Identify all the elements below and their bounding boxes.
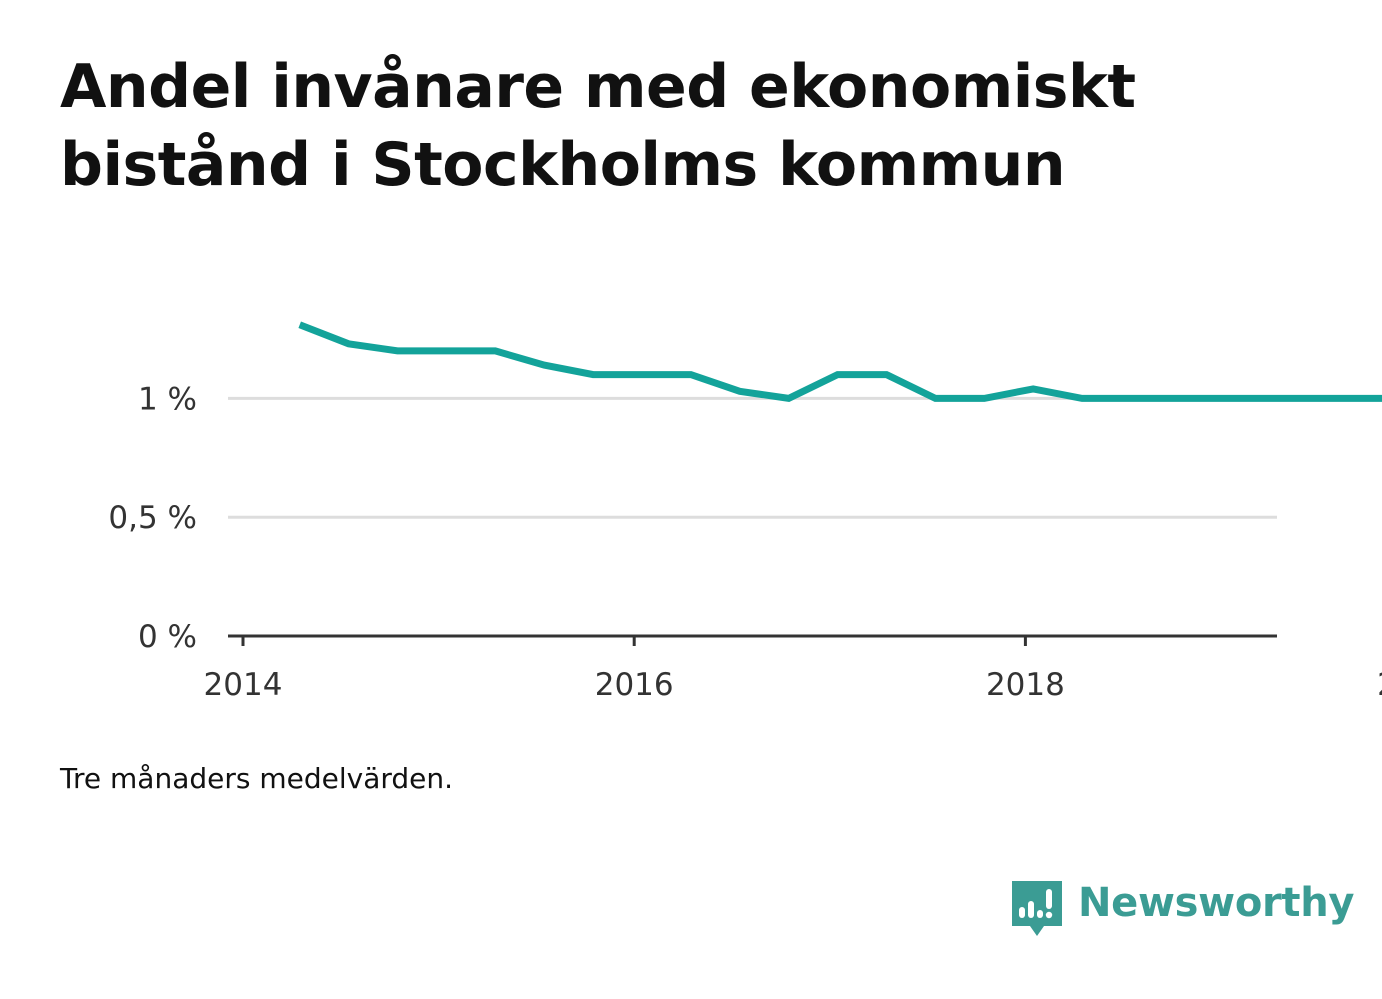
brand-name: Newsworthy [1078,880,1355,926]
x-tick-label: 2016 [595,667,674,703]
x-axis-labels: 201420162018202020222024 [204,667,1382,703]
y-tick-label: 1 % [138,381,197,417]
x-tick-label: 2014 [204,667,283,703]
y-tick-label: 0 % [138,619,197,655]
brand-logo: Newsworthy [1010,878,1355,942]
x-tick-label: 2020 [1377,667,1382,703]
bar-chart-speech-bubble-icon [1012,881,1062,936]
x-tick-label: 2018 [986,667,1065,703]
y-axis-labels: 0 % 0,5 % 1 % [108,381,197,655]
series-layer [298,321,1382,403]
chart-note: Tre månaders medelvärden. [60,762,454,795]
grid-lines [228,396,1277,519]
chart-title: Andel invånare med ekonomiskt bistånd i … [60,52,1136,200]
y-tick-label: 0,5 % [108,500,197,536]
series-line [298,321,1382,403]
x-axis [228,634,1277,646]
